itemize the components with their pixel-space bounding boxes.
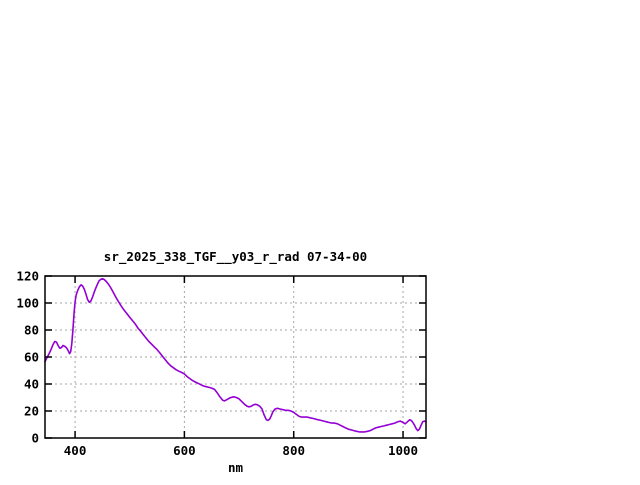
x-tick-label: 400: [64, 443, 87, 458]
y-tick-label: 120: [16, 269, 39, 284]
y-tick-label: 60: [24, 350, 39, 365]
tick-label-layer: 400 600 800 1000 0 20 40 60 80 100 120: [16, 269, 418, 459]
x-axis-label: nm: [228, 460, 244, 475]
y-tick-label: 20: [24, 404, 39, 419]
spectrum-curve-layer: [44, 277, 427, 433]
y-tick-label: 0: [31, 431, 39, 446]
y-tick-label: 80: [24, 323, 39, 338]
spectrum-curve: [44, 277, 427, 433]
y-tick-label: 100: [16, 296, 39, 311]
tick-layer: [45, 275, 426, 439]
grid-layer: [45, 276, 426, 438]
x-tick-label: 600: [173, 443, 196, 458]
chart-title: sr_2025_338_TGF__y03_r_rad 07-34-00: [104, 249, 367, 265]
y-tick-label: 40: [24, 377, 39, 392]
x-tick-label: 1000: [388, 443, 418, 458]
x-tick-label: 800: [282, 443, 305, 458]
